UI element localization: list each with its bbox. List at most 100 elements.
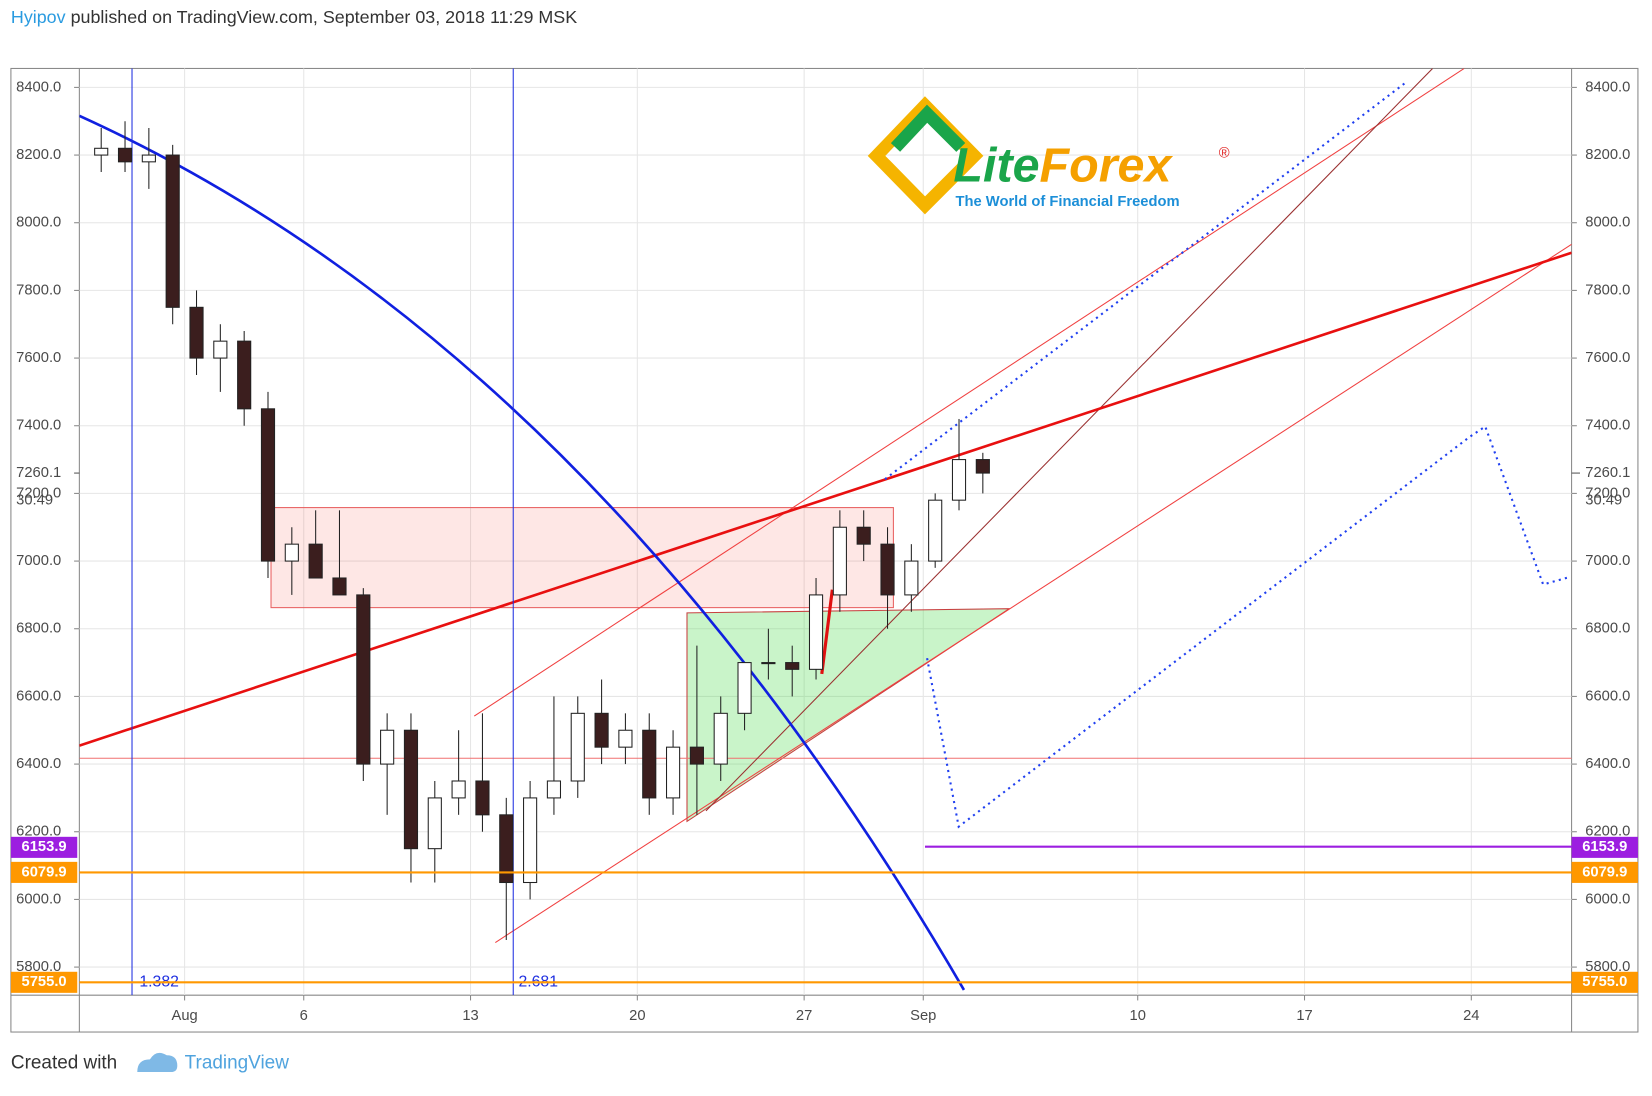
level-box <box>1571 971 1638 993</box>
candle-body <box>356 594 371 765</box>
y-tick-label: 5800.0 <box>1585 959 1630 975</box>
y-tick-label: 8200.0 <box>1585 147 1630 163</box>
candle-body <box>880 543 895 596</box>
level-label: 5755.0 <box>1582 974 1627 990</box>
y-tick-label: 7200.0 <box>1585 485 1630 501</box>
y-tick-label: 7800.0 <box>1585 282 1630 298</box>
author[interactable]: Hyipov <box>11 7 66 27</box>
x-tick-label: 10 <box>1130 1008 1146 1024</box>
x-tick-label: Aug <box>171 1008 197 1024</box>
level-box <box>1571 861 1638 883</box>
x-tick-label: Sep <box>910 1008 936 1024</box>
trend-line <box>79 251 1572 747</box>
x-tick-label: 17 <box>1296 1008 1312 1024</box>
level-box <box>10 971 78 993</box>
y-tick-label: 6000.0 <box>16 891 61 907</box>
candle-body <box>403 729 419 850</box>
candle-body <box>618 729 633 748</box>
candle-body <box>237 340 252 410</box>
candle-body <box>975 459 990 474</box>
candle-body <box>832 526 847 596</box>
y-tick-label: 6800.0 <box>16 621 61 637</box>
candle-body <box>570 712 585 782</box>
countdown: 30:49 <box>16 492 53 508</box>
y-tick-label: 6800.0 <box>1585 621 1630 637</box>
candle-body <box>928 499 943 562</box>
y-tick-label: 6600.0 <box>16 688 61 704</box>
y-tick-label: 8400.0 <box>1585 79 1630 95</box>
level-label: 6153.9 <box>22 839 67 855</box>
level-label: 6079.9 <box>1582 864 1627 880</box>
y-tick-label: 7600.0 <box>1585 350 1630 366</box>
candle-body <box>737 662 752 714</box>
candle-body <box>761 662 776 665</box>
logo-shape <box>890 104 966 152</box>
y-tick-label: 6400.0 <box>1585 756 1630 772</box>
y-tick-label: 8400.0 <box>16 79 61 95</box>
x-tick-label: 13 <box>462 1008 478 1024</box>
logo-mark: ® <box>1219 146 1230 162</box>
y-tick-label: 7800.0 <box>16 282 61 298</box>
y-tick-label: 7600.0 <box>16 350 61 366</box>
countdown: 30:49 <box>1585 492 1622 508</box>
level-box <box>1571 836 1638 858</box>
x-tick-label: 24 <box>1463 1008 1479 1024</box>
candle-body <box>785 662 800 670</box>
level-label: 6079.9 <box>22 864 67 880</box>
candle-body <box>332 577 347 596</box>
brand-icon <box>137 1052 178 1073</box>
frame <box>10 67 1639 1033</box>
candle-body <box>284 543 299 562</box>
logo-tagline: The World of Financial Freedom <box>956 194 1180 210</box>
y-tick-label: 6000.0 <box>1585 891 1630 907</box>
y-tick-label: 8000.0 <box>1585 215 1630 231</box>
candle-body <box>499 814 514 884</box>
arrow <box>820 589 834 675</box>
trend-line <box>705 68 1433 812</box>
logo-name: LiteForex <box>953 138 1173 192</box>
channel-line <box>495 243 1572 943</box>
candle-body <box>451 780 466 799</box>
drawings <box>79 68 1572 996</box>
candle-body <box>213 340 228 359</box>
y-tick-label: 8200.0 <box>16 147 61 163</box>
y-tick-label: 6400.0 <box>16 756 61 772</box>
candle-body <box>475 780 490 816</box>
footer-brand[interactable]: TradingView <box>185 1053 290 1074</box>
candle-body <box>117 147 133 163</box>
y-tick-label: 6200.0 <box>1585 824 1630 840</box>
candle-body <box>380 729 395 765</box>
projection <box>926 424 1570 829</box>
projection <box>884 81 1407 480</box>
candle-body <box>523 797 538 884</box>
logo-shape <box>867 96 984 215</box>
candle-body <box>951 459 967 501</box>
y-tick-label: 7000.0 <box>1585 553 1630 569</box>
candle-body <box>904 560 919 596</box>
candle-body <box>713 712 728 765</box>
candle-body <box>141 154 156 163</box>
y-tick-label: 8000.0 <box>16 215 61 231</box>
logo: LiteForex ® The World of Financial Freed… <box>867 96 1230 215</box>
y-tick-label: 7200.0 <box>16 485 61 501</box>
y-tick-label: 6600.0 <box>1585 688 1630 704</box>
candle-body <box>546 780 562 799</box>
candle-body <box>689 746 704 765</box>
y-tick-label: 7400.0 <box>1585 418 1630 434</box>
x-tick-label: 27 <box>796 1008 812 1024</box>
y-tick-label: 7400.0 <box>16 418 61 434</box>
last-price-label: 7260.1 <box>16 465 61 481</box>
candle-body <box>165 154 180 308</box>
level-label: 6153.9 <box>1582 839 1627 855</box>
y-tick-label: 6200.0 <box>16 824 61 840</box>
header: Hyipov published on TradingView.com, Sep… <box>11 7 577 27</box>
candle-body <box>260 408 276 562</box>
candle-body <box>594 712 609 748</box>
channel-line <box>473 68 1465 717</box>
candle-body <box>856 526 871 545</box>
level-label: 5755.0 <box>22 974 67 990</box>
logo-name-part: Lite <box>953 138 1039 192</box>
last-price-label: 7260.1 <box>1585 465 1630 481</box>
x-tick-label: 6 <box>300 1008 308 1024</box>
y-tick-label: 5800.0 <box>16 959 61 975</box>
